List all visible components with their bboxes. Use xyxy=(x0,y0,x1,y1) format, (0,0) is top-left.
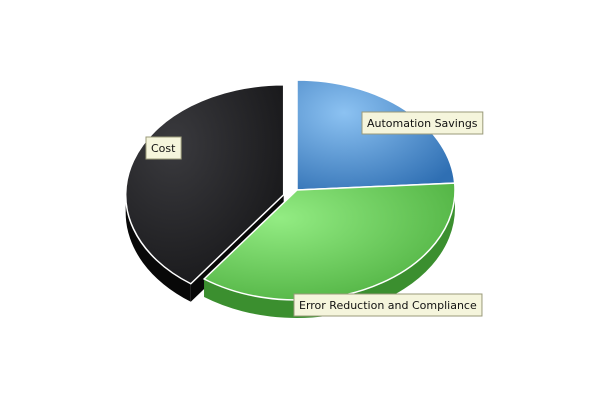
slice-cost[interactable] xyxy=(202,182,456,301)
slice-automation-savings[interactable] xyxy=(296,79,456,191)
slice-tops xyxy=(124,79,456,301)
slice-labels: Automation Savings Cost Error Reduction an… xyxy=(145,111,484,317)
slice-label-0: Automation Savings xyxy=(361,111,484,135)
slice-error-reduction-and-compliance[interactable] xyxy=(124,84,285,285)
slice-label-text: Error Reduction and Compliance xyxy=(299,299,477,312)
slice-label-box xyxy=(361,111,484,135)
slice-side-1 xyxy=(204,190,455,318)
slice-label-box xyxy=(293,293,483,317)
slice-label-2: Error Reduction and Compliance xyxy=(293,293,483,317)
slice-label-box xyxy=(145,136,182,160)
slice-label-text: Cost xyxy=(151,142,176,155)
slice-label-1: Cost xyxy=(145,136,182,160)
slice-label-text: Automation Savings xyxy=(367,117,478,130)
